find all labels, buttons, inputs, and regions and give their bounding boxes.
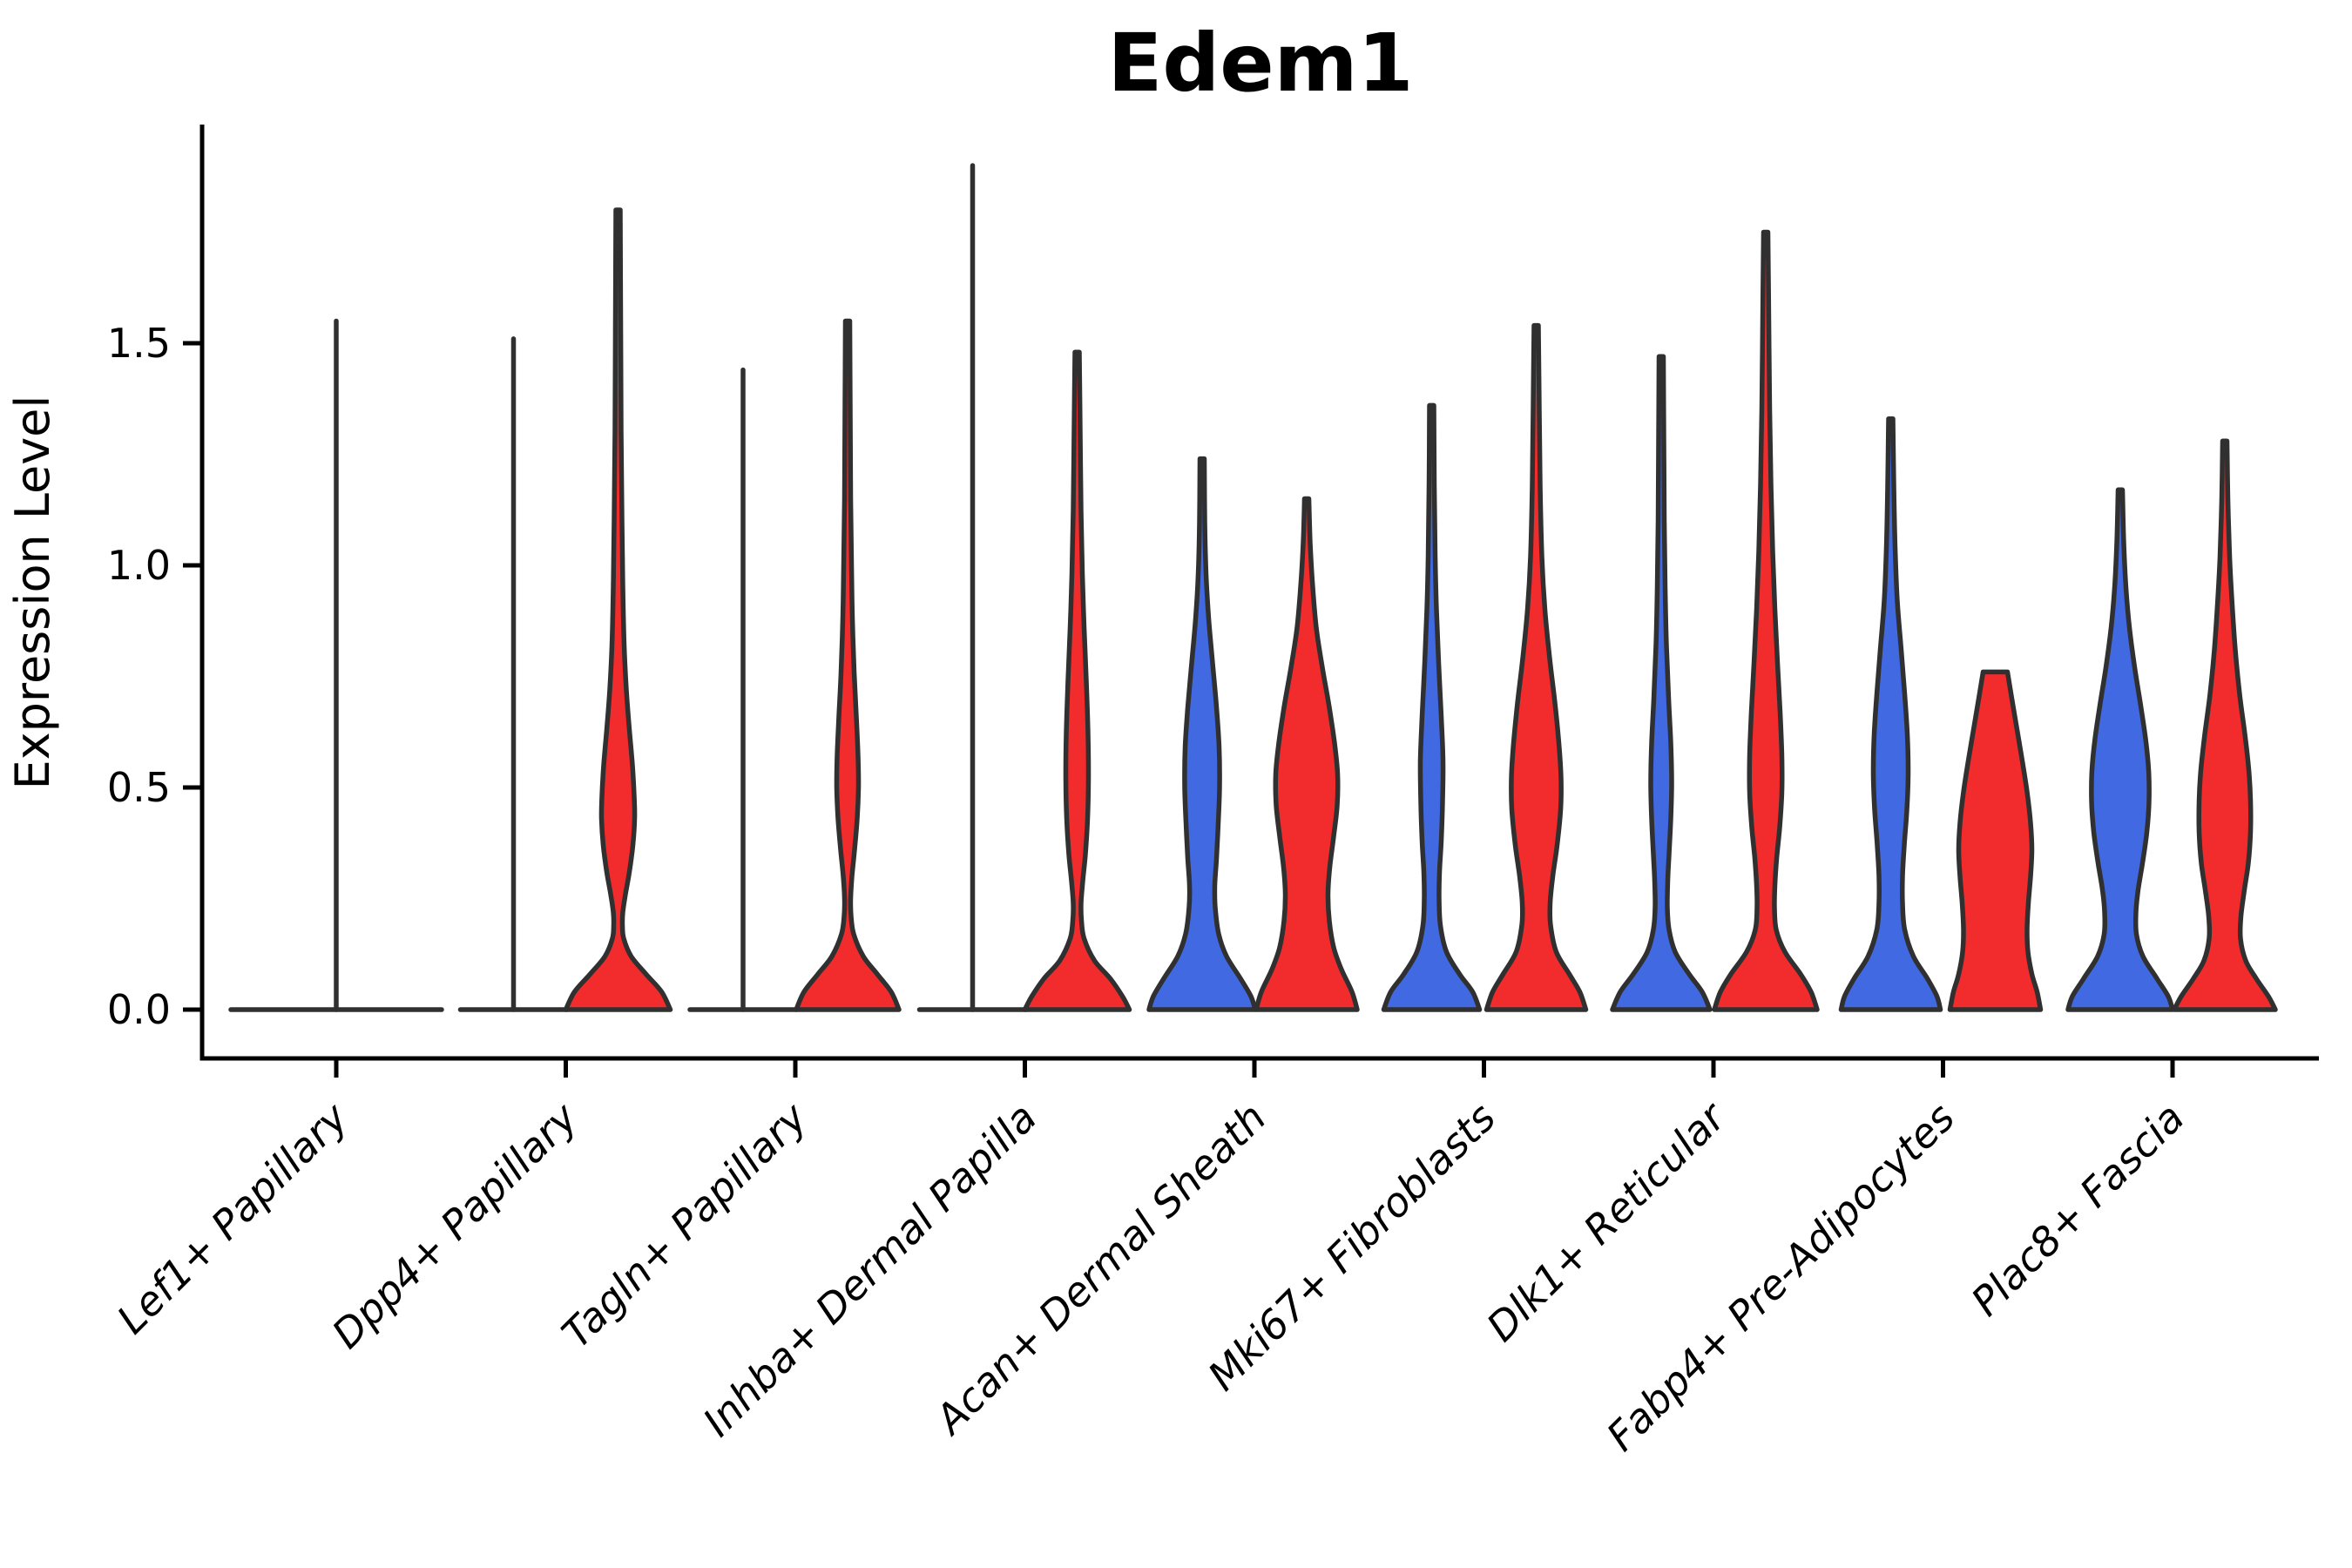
violin-fabp4-pre-adipocytes-red bbox=[1947, 669, 2044, 1012]
violin-body bbox=[2172, 438, 2278, 1012]
violin-inhba-dermal-papilla-left bbox=[916, 163, 1029, 1012]
y-tick-label: 1.0 bbox=[107, 542, 171, 589]
violin-acan-dermal-sheath-red bbox=[1254, 496, 1360, 1012]
violin-body bbox=[1610, 354, 1713, 1012]
x-tick-label: Lef1+ Papillary bbox=[108, 1093, 357, 1342]
y-tick-label: 1.5 bbox=[107, 320, 171, 367]
violin-plac8-fascia-blue bbox=[2065, 487, 2175, 1012]
violin-body bbox=[1022, 349, 1132, 1012]
violin-mki67-fibroblasts-red bbox=[1484, 322, 1589, 1012]
violin-dlk1-reticular-red bbox=[1712, 229, 1820, 1012]
violin-fabp4-pre-adipocytes-blue bbox=[1838, 416, 1943, 1012]
x-tick-label: Dlk1+ Reticular bbox=[1477, 1092, 1736, 1350]
violin-body bbox=[794, 318, 902, 1012]
violin-dlk1-reticular-blue bbox=[1610, 354, 1713, 1012]
violin-mki67-fibroblasts-blue bbox=[1381, 402, 1483, 1012]
violin-body bbox=[563, 207, 673, 1012]
y-tick-label: 0.5 bbox=[107, 764, 171, 811]
violin-body bbox=[1146, 456, 1258, 1012]
violin-dpp4-papillary-red bbox=[563, 207, 673, 1012]
x-tick-label: Plac8+ Fascia bbox=[1962, 1094, 2193, 1325]
y-axis-label: Expression Level bbox=[5, 395, 60, 790]
violin-body bbox=[2065, 487, 2175, 1012]
x-tick-label: Dpp4+ Papillary bbox=[323, 1093, 587, 1357]
violin-tagln-papillary-red bbox=[794, 318, 902, 1012]
violin-shapes-layer bbox=[228, 163, 2278, 1012]
violin-dpp4-papillary-left bbox=[457, 336, 570, 1012]
violin-body bbox=[1712, 229, 1820, 1012]
x-tick-label: Tagln+ Papillary bbox=[552, 1093, 816, 1357]
violin-plac8-fascia-red bbox=[2172, 438, 2278, 1012]
violin-lef1-papillary-center bbox=[228, 318, 444, 1012]
violin-tagln-papillary-left bbox=[687, 367, 799, 1012]
violin-acan-dermal-sheath-blue bbox=[1146, 456, 1258, 1012]
violin-body bbox=[1838, 416, 1943, 1012]
violin-body bbox=[1381, 402, 1483, 1012]
y-tick-label: 0.0 bbox=[107, 986, 171, 1033]
violin-body bbox=[1484, 322, 1589, 1012]
violin-body bbox=[1254, 496, 1360, 1012]
chart-title: Edem1 bbox=[1108, 17, 1414, 110]
violin-body bbox=[1947, 669, 2044, 1012]
violin-inhba-dermal-papilla-red bbox=[1022, 349, 1132, 1012]
